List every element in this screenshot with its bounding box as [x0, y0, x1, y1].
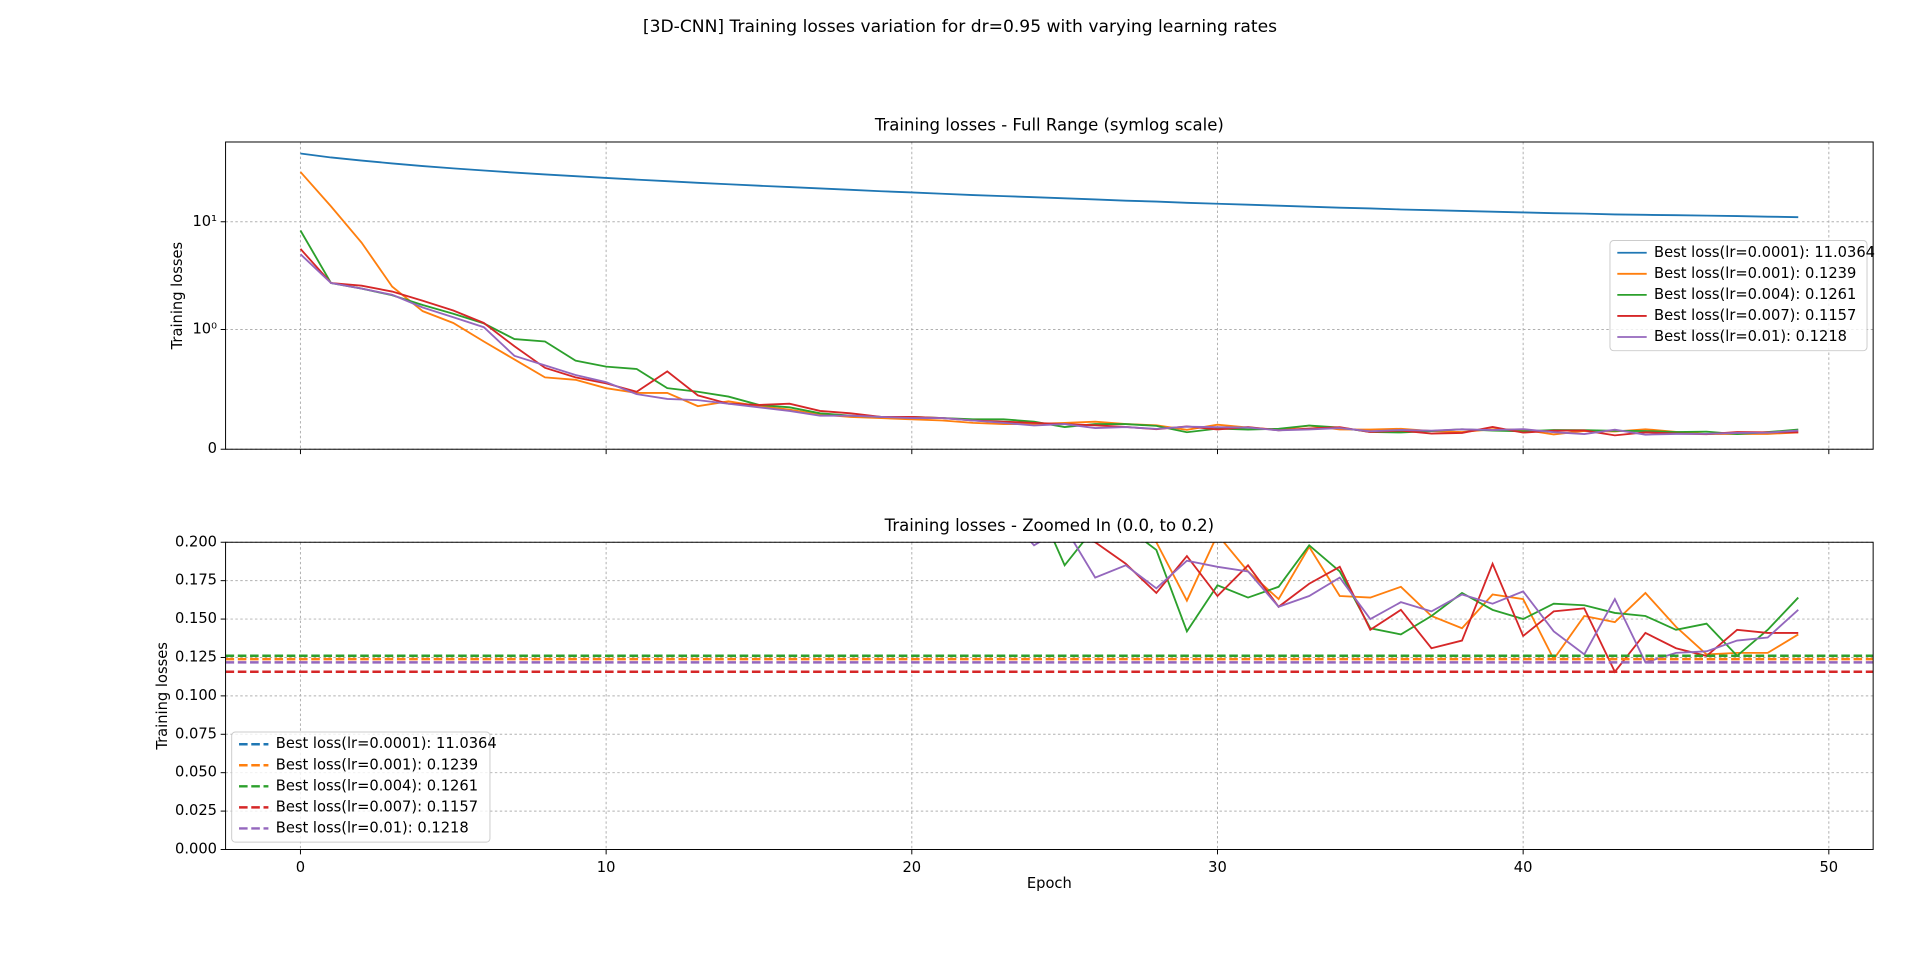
x-tick-label: 0 [296, 859, 305, 876]
x-axis-label: Epoch [1027, 875, 1072, 892]
series-line [299, 171, 1799, 436]
legend-frame [1609, 240, 1868, 352]
axes-title: Training losses - Full Range (symlog sca… [874, 116, 1224, 135]
y-axis-label: Training losses [154, 642, 171, 751]
y-tick-label: 10¹ [192, 213, 217, 230]
x-tick-label: 30 [1208, 859, 1227, 876]
legend-label: Best loss(lr=0.001): 0.1239 [276, 756, 478, 773]
series-line [299, 230, 1799, 436]
y-tick-label: 10⁰ [192, 321, 217, 338]
legend-label: Best loss(lr=0.01): 0.1218 [1654, 328, 1847, 345]
y-tick-label: 0.000 [175, 840, 217, 857]
y-tick-label: 0.050 [175, 764, 217, 781]
x-tick-label: 20 [902, 859, 921, 876]
y-tick-label: 0.100 [175, 687, 217, 704]
series-line [1053, 542, 1799, 658]
x-tick-label: 40 [1514, 859, 1533, 876]
axes-frame [225, 141, 1874, 450]
series-line [299, 248, 1799, 437]
plot-area [299, 152, 1799, 437]
legend-label: Best loss(lr=0.007): 0.1157 [1654, 307, 1856, 324]
axes-frame [225, 541, 1874, 850]
series-line [1093, 542, 1799, 674]
figure-title: [3D-CNN] Training losses variation for d… [643, 17, 1277, 37]
series-line [1154, 542, 1799, 661]
series-line [299, 253, 1799, 436]
y-tick-label: 0 [208, 440, 217, 457]
legend-frame [231, 731, 491, 843]
legend-label: Best loss(lr=0.01): 0.1218 [276, 819, 469, 836]
y-tick-label: 0.125 [175, 648, 217, 665]
series-line [1030, 542, 1799, 664]
x-tick-label: 10 [597, 859, 616, 876]
y-axis-label: Training losses [169, 242, 186, 351]
axes-title: Training losses - Zoomed In (0.0, to 0.2… [884, 516, 1214, 535]
y-tick-label: 0.200 [175, 533, 217, 550]
legend-label: Best loss(lr=0.004): 0.1261 [1654, 286, 1856, 303]
legend-label: Best loss(lr=0.0001): 11.0364 [1654, 244, 1875, 261]
legend-label: Best loss(lr=0.001): 0.1239 [1654, 265, 1856, 282]
y-tick-label: 0.175 [175, 572, 217, 589]
y-tick-label: 0.075 [175, 725, 217, 742]
y-tick-label: 0.025 [175, 802, 217, 819]
x-tick-label: 50 [1819, 859, 1838, 876]
plot-area [225, 542, 1874, 674]
legend-label: Best loss(lr=0.0001): 11.0364 [276, 735, 497, 752]
series-line [300, 152, 1799, 219]
legend-label: Best loss(lr=0.004): 0.1261 [276, 777, 478, 794]
legend-label: Best loss(lr=0.007): 0.1157 [276, 798, 478, 815]
y-tick-label: 0.150 [175, 610, 217, 627]
